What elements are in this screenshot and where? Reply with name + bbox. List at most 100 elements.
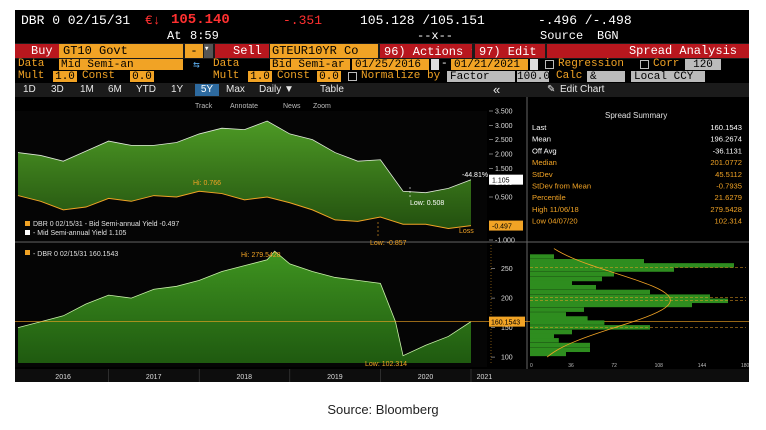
- period-1d[interactable]: 1D: [23, 84, 36, 95]
- legend-spread: - DBR 0 02/15/31 160.1543: [33, 251, 118, 258]
- normalize-label: Normalize by: [361, 70, 441, 82]
- histogram-bar: [530, 329, 572, 335]
- top-y-tick-label: 1.500: [495, 166, 513, 173]
- chart-area[interactable]: Track Annotate News Zoom 3.500 3.000 2.500 2.0…: [15, 97, 749, 382]
- swap-icon[interactable]: ⇆: [193, 60, 200, 72]
- histogram-bar: [530, 312, 566, 317]
- legend-mid-yield: - Mid Semi-annual Yield 1.105: [33, 230, 126, 237]
- buy-menu-icon[interactable]: ▾: [204, 44, 213, 58]
- sell-security-field[interactable]: GTEUR10YR Co: [270, 44, 378, 58]
- bloomberg-terminal: DBR 0 02/15/31 €↓ 105.140 -.351 105.128 …: [15, 10, 749, 382]
- last-value-box-bid: [489, 220, 523, 231]
- period-3d[interactable]: 3D: [51, 84, 64, 95]
- x-tick-label: 2018: [237, 374, 253, 381]
- corr-checkbox[interactable]: [640, 60, 649, 69]
- chart-tool-news: News: [283, 103, 301, 110]
- sell-button[interactable]: Sell: [215, 44, 269, 58]
- const1-label: Const: [82, 70, 116, 82]
- edit-chart-button[interactable]: Edit Chart: [560, 84, 605, 95]
- mult2-field[interactable]: 1.0: [248, 71, 272, 82]
- pencil-icon: ✎: [547, 84, 556, 95]
- normal-curve: [546, 248, 671, 358]
- source-caption: Source: Bloomberg: [327, 402, 439, 417]
- period-5y[interactable]: 5Y: [195, 84, 219, 96]
- calc-select[interactable]: &: [587, 71, 625, 82]
- buy-dropdown-button[interactable]: -: [185, 44, 203, 58]
- histogram-bar: [530, 263, 734, 268]
- summary-label: Off Avg: [532, 146, 557, 155]
- actions-menu[interactable]: 96) Actions ▾: [380, 44, 472, 58]
- frequency-select[interactable]: Daily ▼: [259, 84, 294, 95]
- histogram-bar: [530, 272, 614, 277]
- last-value-mid: 1.105: [492, 178, 510, 185]
- histogram-bar: [530, 302, 692, 308]
- regression-checkbox[interactable]: [545, 60, 554, 69]
- toolbar: Buy GT10 Govt - ▾ Sell GTEUR10YR Co 96) …: [15, 43, 749, 59]
- edit-menu[interactable]: 97) Edit ▾: [475, 44, 545, 58]
- summary-value: -0.7935: [716, 182, 742, 191]
- bottom-annotations: Hi: 279.5428 Low: 102.314: [241, 252, 407, 368]
- corr-window-field[interactable]: 120: [685, 59, 721, 70]
- mult1-field[interactable]: 1.0: [53, 71, 77, 82]
- collapse-panel-button[interactable]: «: [493, 82, 501, 97]
- factor-field[interactable]: 100.0: [517, 71, 549, 82]
- const2-label: Const: [277, 70, 311, 82]
- annotation-hi: Hi: 0.766: [193, 180, 221, 187]
- summary-value: 160.1543: [710, 123, 742, 132]
- summary-value: 102.314: [715, 217, 742, 226]
- security-name: DBR 0 02/15/31: [21, 13, 131, 28]
- summary-label: Mean: [532, 135, 551, 144]
- buy-button[interactable]: Buy: [15, 44, 59, 58]
- date-from-field[interactable]: 01/25/2016: [352, 59, 429, 70]
- time-bar: At 8:59 --x-- Source BGN: [15, 29, 749, 43]
- const2-field[interactable]: 0.0: [317, 71, 341, 82]
- data2-field[interactable]: Bid Semi-ar: [270, 59, 350, 70]
- summary-label: StDev from Mean: [532, 182, 591, 191]
- histogram-x-tick: 72: [611, 363, 617, 369]
- chart-tool-annotate: Annotate: [230, 103, 258, 110]
- histogram-bar: [530, 351, 566, 357]
- period-1m[interactable]: 1M: [80, 84, 94, 95]
- summary-label: Last: [532, 123, 547, 132]
- bottom-y-axis: 250 200 150 100 160.1543: [15, 245, 749, 363]
- period-ytd[interactable]: YTD: [136, 84, 156, 95]
- currency-select[interactable]: Local CCY: [631, 71, 705, 82]
- summary-value: 196.2674: [710, 135, 742, 144]
- calendar-icon[interactable]: [530, 59, 538, 70]
- data1-field[interactable]: Mid Semi-an: [59, 59, 183, 70]
- histogram-bar: [530, 298, 728, 304]
- table-button[interactable]: Table: [320, 84, 344, 95]
- date-to-field[interactable]: 01/21/2021: [451, 59, 528, 70]
- summary-value: 201.0772: [710, 158, 742, 167]
- buy-security-field[interactable]: GT10 Govt: [59, 44, 183, 58]
- last-value-bid: -0.497: [492, 224, 512, 231]
- bottom-y-tick-label: 250: [501, 266, 513, 273]
- calendar-icon[interactable]: [431, 59, 439, 70]
- at-label: At: [167, 29, 182, 43]
- histogram-bar: [530, 289, 650, 295]
- period-1y[interactable]: 1Y: [171, 84, 184, 95]
- histogram-bar: [530, 342, 590, 348]
- histogram-bar: [530, 333, 554, 339]
- histogram-bar: [530, 320, 605, 325]
- normalize-select[interactable]: Factor: [447, 71, 515, 82]
- x-tick-label: 2021: [477, 374, 493, 381]
- mid-yield-line: [17, 120, 472, 194]
- annotation-spread-low: Low: 102.314: [365, 361, 407, 368]
- top-y-tick-label: 2.000: [495, 152, 513, 159]
- histogram-bar: [530, 284, 596, 290]
- last-value-box-spread: [489, 316, 525, 327]
- dashes: --x--: [417, 29, 454, 43]
- x-tick-label: 2020: [418, 374, 434, 381]
- normalize-checkbox[interactable]: [348, 72, 357, 81]
- period-max[interactable]: Max: [226, 84, 245, 95]
- legend-bid-yield: DBR 0 02/15/31 - Bid Semi-annual Yield -…: [33, 221, 179, 228]
- top-y-axis: 3.5003.0002.5002.0001.5001.0000.500-0.50…: [489, 109, 523, 245]
- top-y-tick-label: -1.000: [495, 238, 515, 245]
- histogram-bar: [530, 267, 674, 272]
- spread-area: [18, 251, 471, 363]
- quote-time: 8:59: [190, 29, 219, 43]
- histogram-x-tick: 108: [655, 363, 664, 369]
- const1-field[interactable]: 0.0: [130, 71, 154, 82]
- period-6m[interactable]: 6M: [108, 84, 122, 95]
